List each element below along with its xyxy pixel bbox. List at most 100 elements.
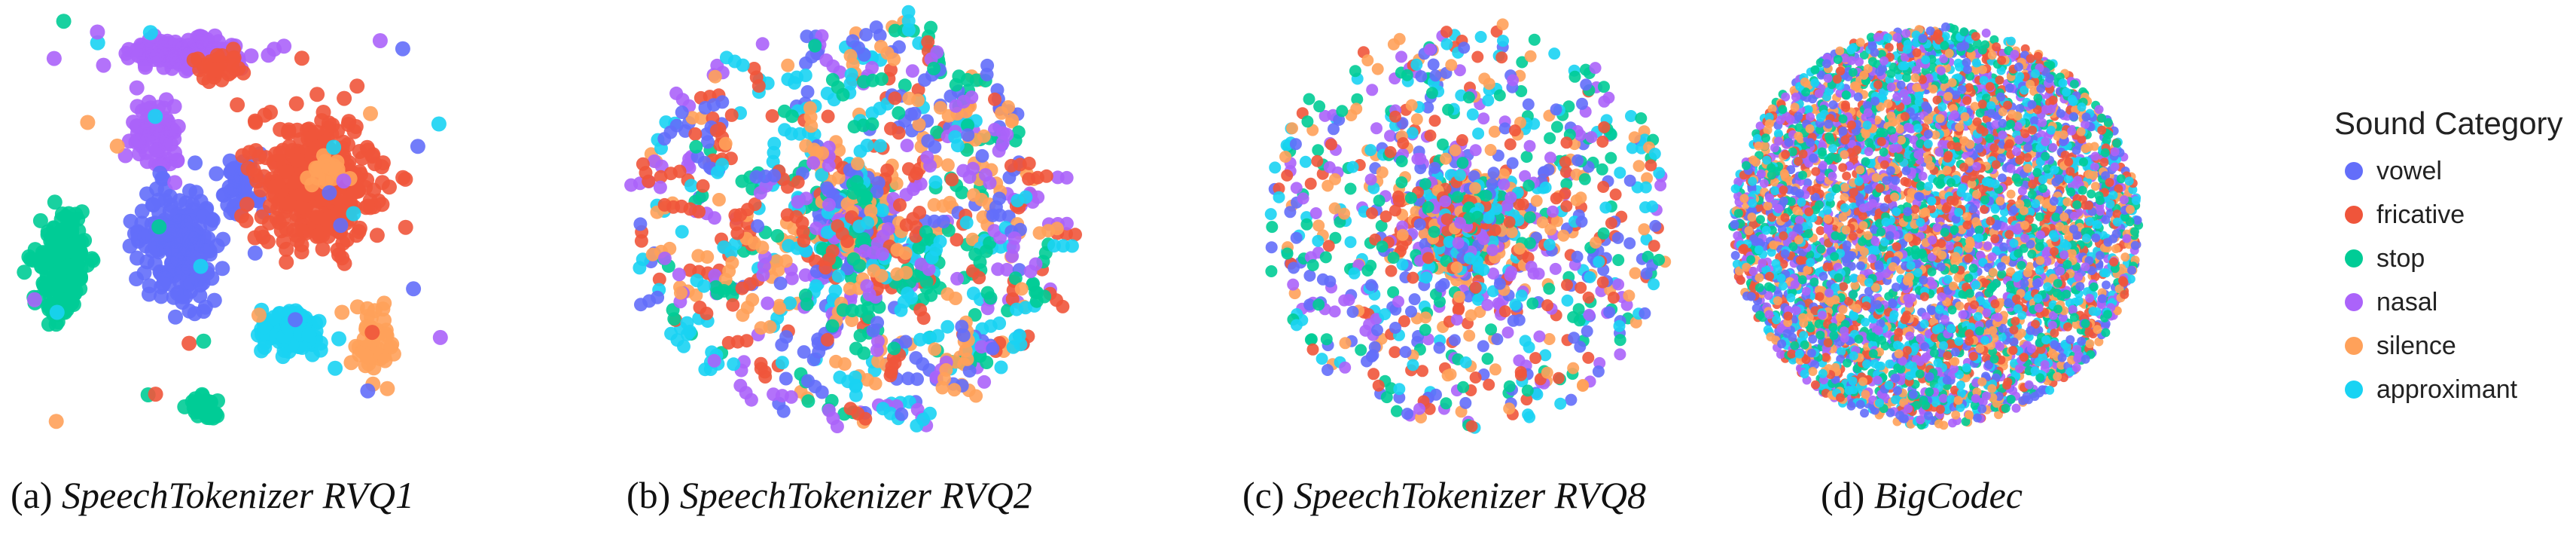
scatter-point-nasal <box>753 186 767 200</box>
scatter-point-stop <box>196 333 212 349</box>
scatter-point-nasal <box>166 99 182 115</box>
scatter-point-vowel <box>154 289 169 304</box>
scatter-point-stop <box>1313 100 1326 113</box>
scatter-point-fricative <box>1552 371 1565 384</box>
scatter-point-approximant <box>1519 335 1532 347</box>
scatter-point-vowel <box>1430 388 1442 401</box>
scatter-point-stop <box>58 292 73 308</box>
scatter-point-vowel <box>178 195 194 211</box>
scatter-point-approximant <box>1625 110 1637 122</box>
scatter-point-fricative <box>1504 138 1517 151</box>
scatter-point-fricative <box>821 109 835 124</box>
scatter-point-approximant <box>1065 239 1079 253</box>
scatter-point-fricative <box>709 124 724 138</box>
scatter-point-fricative <box>819 261 833 275</box>
scatter-point-approximant <box>719 50 733 65</box>
scatter-point-stop <box>1523 211 1536 224</box>
scatter-point-vowel <box>1640 267 1653 280</box>
scatter-point-nasal <box>1023 264 1038 279</box>
scatter-point-fricative <box>1471 50 1484 63</box>
scatter-point-fricative <box>359 172 375 188</box>
scatter-point-fricative <box>1598 121 1611 133</box>
scatter-point-nasal <box>1612 278 1625 291</box>
scatter-point-vowel <box>1639 307 1651 319</box>
scatter-point-approximant <box>1639 201 1651 214</box>
scatter-point-fricative <box>1366 206 1378 219</box>
scatter-point-stop <box>887 341 901 356</box>
scatter-point-vowel <box>175 289 190 304</box>
scatter-point-fricative <box>267 179 282 195</box>
scatter-point-nasal <box>1544 151 1556 164</box>
scatter-point-nasal <box>1309 207 1322 219</box>
scatter-point-fricative <box>369 228 385 243</box>
scatter-point-vowel <box>288 312 303 328</box>
scatter-point-silence <box>377 353 393 368</box>
scatter-point-silence <box>1286 122 1298 135</box>
scatter-point-silence <box>1623 289 1636 302</box>
scatter-point-nasal <box>1424 43 1436 56</box>
scatter-point-silence <box>359 309 375 325</box>
scatter-point-approximant <box>931 329 945 343</box>
scatter-point-approximant <box>1482 94 1495 107</box>
scatter-point-fricative <box>1397 137 1410 149</box>
scatter-point-fricative <box>325 118 340 133</box>
scatter-point-silence <box>1328 202 1341 215</box>
scatter-point-fricative <box>1469 371 1482 384</box>
scatter-point-stop <box>1376 240 1389 253</box>
scatter-point-fricative <box>1561 279 1573 292</box>
scatter-point-fricative <box>1541 299 1553 312</box>
scatter-point-vowel <box>921 134 935 148</box>
scatter-point-approximant <box>1407 359 1419 371</box>
scatter-point-approximant <box>1648 278 1660 291</box>
scatter-point-approximant <box>1472 127 1485 140</box>
scatter-point-nasal <box>950 271 965 286</box>
scatter-point-fricative <box>338 190 354 206</box>
scatter-point-nasal <box>1654 179 1667 191</box>
scatter-point-approximant <box>809 279 823 293</box>
scatter-point-stop <box>1306 259 1319 271</box>
scatter-point-fricative <box>1645 159 1657 172</box>
scatter-point-stop <box>1457 381 1470 393</box>
scatter-point-stop <box>801 394 815 408</box>
scatter-point-vowel <box>892 40 906 54</box>
scatter-point-nasal <box>1602 91 1615 104</box>
scatter-point-approximant <box>266 310 282 326</box>
scatter-point-fricative <box>209 47 225 63</box>
scatter-point-vowel <box>1346 305 1359 318</box>
scatter-point-stop <box>857 232 871 246</box>
scatter-point-stop <box>1635 112 1648 124</box>
scatter-point-nasal <box>624 178 639 192</box>
scatter-point-approximant <box>925 251 939 265</box>
scatter-point-vowel <box>1550 103 1562 116</box>
scatter-point-fricative <box>1069 228 1082 242</box>
scatter-point-vowel <box>179 241 195 257</box>
scatter-point-silence <box>843 49 858 63</box>
scatter-point-approximant <box>684 179 698 193</box>
scatter-point-stop <box>1387 252 1400 264</box>
scatter-point-silence <box>940 158 955 173</box>
scatter-point-stop <box>770 229 785 243</box>
scatter-point-stop <box>1265 265 1278 277</box>
scatter-point-fricative <box>279 254 294 270</box>
scatter-point-vowel <box>1487 167 1500 179</box>
scatter-point-vowel <box>1433 341 1446 354</box>
scatter-point-vowel <box>975 148 989 163</box>
scatter-point-vowel <box>147 255 163 271</box>
scatter-point-vowel <box>1576 97 1588 110</box>
scatter-point-fricative <box>893 198 907 212</box>
scatter-point-silence <box>1577 380 1589 392</box>
scatter-point-vowel <box>800 85 815 99</box>
scatter-point-silence <box>935 381 950 395</box>
scatter-point-stop <box>927 62 941 75</box>
scatter-point-silence <box>1445 59 1458 72</box>
scatter-point-stop <box>849 341 863 356</box>
scatter-point-vowel <box>139 186 154 202</box>
scatter-point-silence <box>1629 267 1642 280</box>
scatter-point-silence <box>1628 131 1641 144</box>
scatter-point-fricative <box>910 167 924 181</box>
scatter-point-stop <box>1301 115 1314 128</box>
scatter-point-stop <box>54 240 70 255</box>
scatter-point-approximant <box>1648 148 1661 160</box>
scatter-point-silence <box>1329 173 1341 185</box>
scatter-point-vowel <box>145 197 161 213</box>
